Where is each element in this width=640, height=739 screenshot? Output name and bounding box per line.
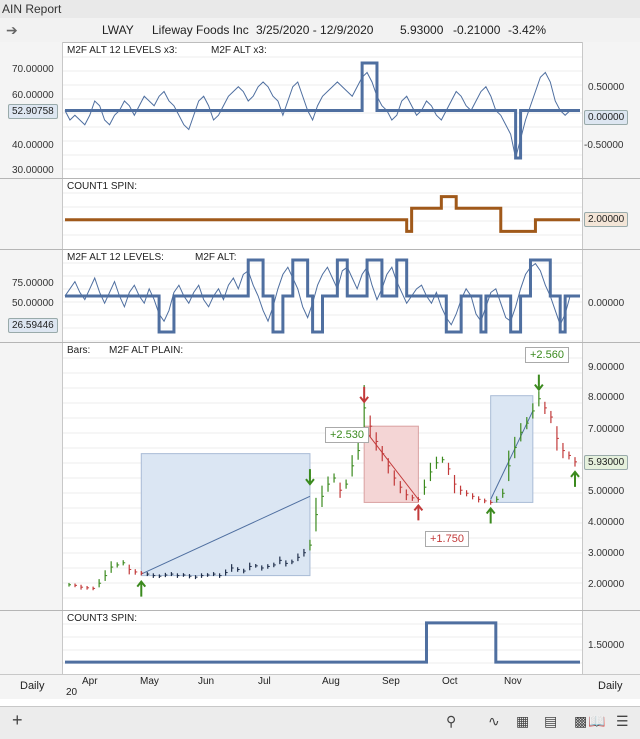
p1-right-tick-05: 0.50000 bbox=[588, 82, 625, 93]
m2f-alt-x3-line bbox=[64, 71, 580, 159]
panel-count3-spin[interactable]: COUNT3 SPIN: bbox=[63, 611, 582, 674]
time-axis[interactable]: Daily Daily 20 Apr May Jun Jul Aug Sep O… bbox=[0, 674, 640, 699]
p5-tick-15: 1.50000 bbox=[588, 640, 625, 651]
month-sep: Sep bbox=[382, 676, 400, 687]
p4-tick-8: 8.00000 bbox=[588, 392, 625, 403]
year-label: 20 bbox=[66, 687, 78, 698]
fullscreen-icon[interactable]: ▩ bbox=[574, 713, 588, 729]
legend-m2f-alt-plain: M2F ALT PLAIN: bbox=[109, 345, 184, 356]
panel-separator[interactable] bbox=[0, 610, 640, 611]
p1-left-tick-30: 30.00000 bbox=[12, 165, 54, 176]
m2f-levels-line bbox=[65, 258, 580, 334]
legend-m2f-alt: M2F ALT: bbox=[195, 252, 237, 263]
legend-m2f-levels: M2F ALT 12 LEVELS: bbox=[67, 252, 164, 263]
left-period-label[interactable]: Daily bbox=[20, 680, 45, 692]
panel-m2f-alt[interactable]: M2F ALT 12 LEVELS: M2F ALT: bbox=[63, 250, 582, 342]
annotation-gain-3[interactable]: +2.560 bbox=[525, 347, 569, 363]
signal-arrow-up bbox=[485, 506, 496, 524]
right-scale-column bbox=[582, 42, 640, 674]
price-change-pct: -3.42% bbox=[508, 23, 547, 37]
symbol-label: LWAY bbox=[102, 23, 134, 37]
trend-line-2 bbox=[363, 428, 419, 500]
p3-left-tick-75: 75.00000 bbox=[12, 278, 54, 289]
grid-icon[interactable]: ▦ bbox=[516, 713, 530, 729]
price-change: -0.21000 bbox=[453, 23, 501, 37]
panel-separator[interactable] bbox=[0, 178, 640, 179]
panel-separator[interactable] bbox=[0, 342, 640, 343]
p3-left-tick-50: 50.00000 bbox=[12, 298, 54, 309]
right-period-label[interactable]: Daily bbox=[598, 680, 623, 692]
month-oct: Oct bbox=[442, 676, 458, 687]
trend-line-3 bbox=[490, 410, 534, 500]
p1-left-tag: 52.90758 bbox=[8, 104, 58, 119]
p4-tick-3: 3.00000 bbox=[588, 548, 625, 559]
signal-arrow-down bbox=[534, 374, 544, 392]
p4-right-tag: 5.93000 bbox=[584, 455, 629, 470]
legend-m2f-alt-x3: M2F ALT x3: bbox=[211, 45, 267, 56]
signal-arrow-down bbox=[305, 469, 315, 486]
m2f-levels-x3-line bbox=[65, 61, 580, 160]
signal-arrow-up bbox=[570, 470, 580, 487]
panel-price-bars[interactable]: Bars: M2F ALT PLAIN: +2.530 +1.750 +2.56… bbox=[63, 343, 582, 610]
p4-tick-5: 5.00000 bbox=[588, 486, 625, 497]
panel-1-svg bbox=[63, 56, 582, 170]
trend-line-1 bbox=[141, 495, 311, 575]
panel-3-svg bbox=[63, 258, 582, 342]
count3-spin-line bbox=[65, 621, 580, 664]
p1-right-tag: 0.00000 bbox=[584, 110, 629, 125]
p4-tick-2: 2.00000 bbox=[588, 579, 625, 590]
annotation-gain-1[interactable]: +2.530 bbox=[325, 427, 369, 443]
window-titlebar: AIN Report bbox=[0, 0, 640, 19]
p4-tick-9: 9.00000 bbox=[588, 362, 625, 373]
panel-separator[interactable] bbox=[0, 249, 640, 250]
list-icon[interactable]: ☰ bbox=[616, 713, 629, 729]
window-title: AIN Report bbox=[2, 2, 62, 16]
panel-2-svg bbox=[63, 192, 582, 236]
book-icon[interactable]: 📖 bbox=[588, 713, 606, 729]
search-icon[interactable]: ⚲ bbox=[446, 713, 457, 729]
legend-count3-spin: COUNT3 SPIN: bbox=[67, 613, 138, 624]
month-aug: Aug bbox=[322, 676, 340, 687]
legend-count1-spin: COUNT1 SPIN: bbox=[67, 181, 138, 192]
p1-left-tick-70: 70.00000 bbox=[12, 64, 54, 75]
panel-4-svg bbox=[63, 357, 582, 599]
arrow-right-icon[interactable]: ➔ bbox=[6, 22, 18, 38]
annotation-gain-2[interactable]: +1.750 bbox=[425, 531, 469, 547]
p4-tick-4: 4.00000 bbox=[588, 517, 625, 528]
p1-right-tick-neg05: -0.50000 bbox=[584, 140, 624, 151]
trade-box-1 bbox=[140, 453, 311, 577]
month-may: May bbox=[140, 676, 159, 687]
panel-5-svg bbox=[63, 621, 582, 664]
month-jun: Jun bbox=[198, 676, 215, 687]
signal-arrow-down bbox=[359, 386, 369, 404]
line-chart-icon[interactable]: ∿ bbox=[488, 713, 500, 729]
month-apr: Apr bbox=[82, 676, 98, 687]
company-name: Lifeway Foods Inc bbox=[152, 23, 249, 37]
p3-right-tick-0: 0.00000 bbox=[588, 298, 625, 309]
last-price: 5.93000 bbox=[400, 23, 444, 37]
date-range: 3/25/2020 - 12/9/2020 bbox=[256, 23, 374, 37]
p4-tick-7: 7.00000 bbox=[588, 424, 625, 435]
panel-layout-icon[interactable]: ▤ bbox=[544, 713, 558, 729]
bottom-toolbar: + ⚲ ∿ ▦ ▤ ▩ 📖 ☰ bbox=[0, 706, 640, 739]
p1-left-tick-40: 40.00000 bbox=[12, 140, 54, 151]
p1-left-tick-60: 60.00000 bbox=[12, 90, 54, 101]
p3-left-tag: 26.59446 bbox=[8, 318, 58, 333]
p2-right-tag: 2.00000 bbox=[584, 212, 629, 227]
m2f-alt-line bbox=[64, 262, 580, 327]
month-jul: Jul bbox=[258, 676, 271, 687]
signal-arrow-up bbox=[413, 503, 424, 521]
signal-arrow-up bbox=[136, 580, 147, 597]
month-nov: Nov bbox=[504, 676, 522, 687]
panel-count1-spin[interactable]: COUNT1 SPIN: bbox=[63, 179, 582, 249]
add-icon[interactable]: + bbox=[12, 710, 23, 730]
left-scale-column bbox=[0, 42, 63, 674]
panel-m2f-alt-x3[interactable]: M2F ALT 12 LEVELS x3: M2F ALT x3: bbox=[63, 43, 582, 178]
legend-bars: Bars: bbox=[67, 345, 91, 356]
count1-spin-line bbox=[65, 195, 580, 233]
legend-m2f-levels-x3: M2F ALT 12 LEVELS x3: bbox=[67, 45, 178, 56]
symbol-info-bar: ➔ LWAY Lifeway Foods Inc 3/25/2020 - 12/… bbox=[0, 18, 640, 43]
